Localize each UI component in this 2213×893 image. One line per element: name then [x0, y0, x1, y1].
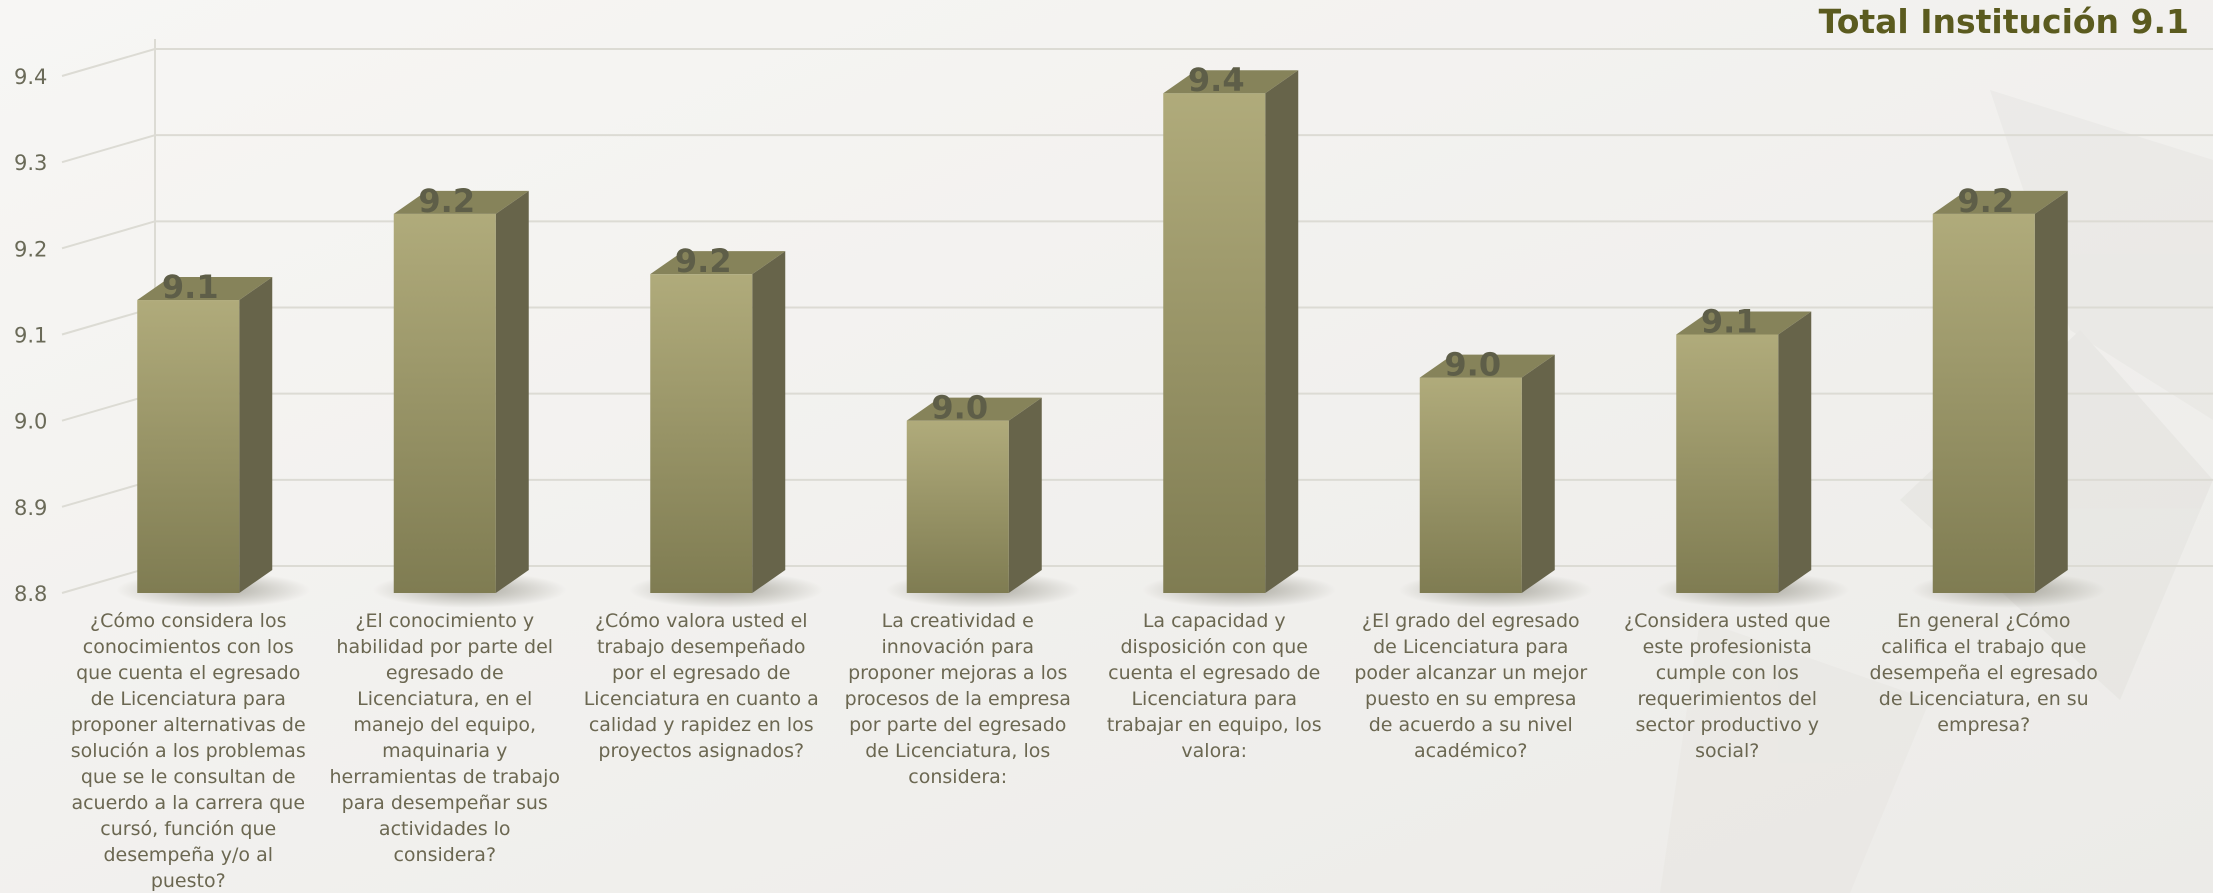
bar [1398, 354, 1593, 608]
bar-side [1265, 70, 1299, 593]
y-tick-label: 9.1 [14, 324, 47, 348]
data-label: 9.1 [1701, 303, 1758, 341]
bar [1911, 190, 2106, 608]
x-category-label: ¿Cómo considera los conocimientos con lo… [70, 610, 306, 892]
bar-front [1932, 213, 2035, 593]
bar [1655, 311, 1850, 608]
bar-top [137, 277, 273, 301]
bar-front [393, 213, 496, 593]
bar-top [650, 251, 786, 275]
x-category-label: ¿El grado del egresado de Licenciatura p… [1354, 610, 1588, 762]
y-tick-label: 9.4 [14, 65, 47, 89]
bar [372, 190, 567, 608]
bar [1142, 70, 1337, 608]
x-category-label: La creatividad e innovación para propone… [844, 610, 1071, 788]
x-category-label: ¿El conocimiento y habilidad por parte d… [329, 610, 560, 866]
bar-top [1419, 354, 1555, 378]
bar-front [906, 420, 1009, 593]
data-label: 9.0 [931, 389, 988, 427]
bar-front [1419, 377, 1522, 593]
bar-side [1521, 354, 1555, 593]
bar-side [2034, 190, 2068, 593]
bar-side [1778, 311, 1812, 593]
y-tick-label: 9.2 [14, 237, 47, 261]
bar-front [650, 274, 753, 593]
data-label: 9.2 [1957, 182, 2014, 220]
bar-side [1008, 397, 1042, 593]
bar-front [1676, 334, 1779, 593]
bar [885, 397, 1080, 608]
bar-top [1932, 190, 2068, 214]
x-category-label: ¿Cómo valora usted el trabajo desempeñad… [583, 610, 819, 762]
bar [629, 251, 824, 608]
y-tick-label: 8.9 [14, 496, 47, 520]
x-category-label: En general ¿Cómo califica el trabajo que… [1869, 610, 2098, 736]
bar-side [239, 277, 273, 593]
x-category-label: La capacidad y disposición con que cuent… [1106, 610, 1322, 762]
bar-front [1163, 93, 1266, 593]
data-label: 9.1 [162, 268, 219, 306]
bar-side [495, 190, 529, 593]
x-category-label: ¿Considera usted que este profesionista … [1624, 610, 1831, 762]
y-tick-label: 9.0 [14, 410, 47, 434]
bar-top [906, 397, 1042, 421]
y-tick-label: 9.3 [14, 151, 47, 175]
bar-top [1163, 70, 1299, 94]
bar-top [393, 190, 529, 214]
data-label: 9.2 [418, 182, 475, 220]
data-label: 9.2 [675, 242, 732, 280]
data-label: 9.4 [1188, 61, 1245, 99]
bar-top [1676, 311, 1812, 335]
bar-front [137, 300, 240, 593]
bar [116, 277, 311, 608]
data-label: 9.0 [1444, 346, 1501, 384]
chart-title: Total Institución 9.1 [1818, 2, 2189, 41]
bar-side [752, 251, 786, 593]
y-tick-label: 8.8 [14, 582, 47, 606]
